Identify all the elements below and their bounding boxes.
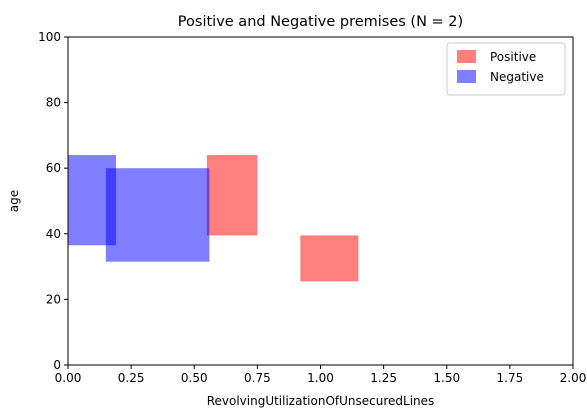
x-tick-label: 1.25 [370,371,397,385]
legend-label-positive: Positive [490,50,536,64]
rect-negative-2 [105,168,210,262]
x-axis: 0.00 0.25 0.50 0.75 1.00 1.25 1.50 1.75 2.00 [55,365,587,385]
x-tick-label: 0.00 [55,371,82,385]
legend-label-negative: Negative [490,70,544,84]
legend-frame [446,42,566,96]
legend: Positive Negative [446,42,566,96]
y-tick-label: 0 [53,358,61,372]
y-tick-label: 80 [46,96,61,110]
legend-swatch-negative [457,70,476,83]
y-tick-label: 40 [46,227,61,241]
x-axis-label: RevolvingUtilizationOfUnsecuredLines [207,394,435,408]
x-tick-label: 0.25 [118,371,145,385]
y-axis: 0 20 40 60 80 100 [38,30,68,372]
rect-positive-1 [206,155,258,236]
x-tick-label: 0.50 [181,371,208,385]
chart-title: Positive and Negative premises (N = 2) [178,14,463,30]
legend-swatch-positive [457,50,476,63]
x-tick-label: 2.00 [560,371,587,385]
x-tick-label: 0.75 [244,371,271,385]
x-tick-label: 1.00 [307,371,334,385]
y-axis-label: age [7,190,21,212]
rect-positive-2 [300,235,359,282]
x-tick-label: 1.50 [433,371,460,385]
plot-area [68,155,359,282]
y-tick-label: 20 [46,292,61,306]
y-tick-label: 60 [46,161,61,175]
y-tick-label: 100 [38,30,61,44]
x-tick-label: 1.75 [497,371,524,385]
